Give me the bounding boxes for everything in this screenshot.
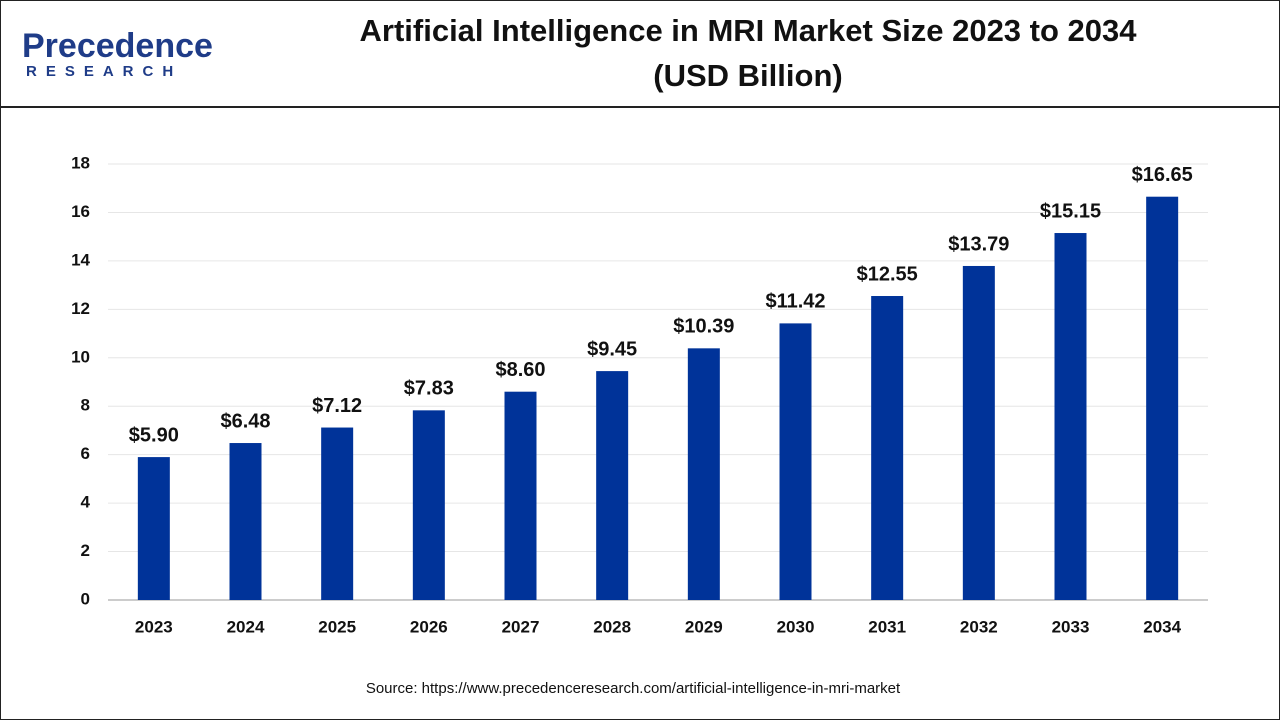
bar [596, 371, 629, 600]
x-tick-label: 2032 [960, 617, 998, 636]
x-tick-label: 2026 [410, 617, 448, 636]
bar [871, 296, 904, 600]
bar [779, 323, 812, 600]
logo-tagline: RESEARCH [26, 63, 182, 80]
bar [1146, 196, 1179, 600]
value-label: $6.48 [220, 410, 270, 432]
bar [504, 391, 537, 600]
value-label: $8.60 [495, 359, 545, 381]
x-tick-label: 2024 [227, 617, 265, 636]
x-tick-label: 2023 [135, 617, 173, 636]
chart-title: Artificial Intelligence in MRI Market Si… [360, 13, 1138, 48]
x-tick-label: 2030 [777, 617, 815, 636]
y-tick-label: 16 [71, 202, 90, 221]
value-label: $15.15 [1040, 200, 1101, 222]
y-tick-label: 4 [81, 493, 91, 512]
x-tick-label: 2031 [868, 617, 906, 636]
bar [412, 410, 445, 600]
y-tick-label: 8 [81, 396, 90, 415]
value-label: $5.90 [129, 424, 179, 446]
source: Source: https://www.precedenceresearch.c… [366, 680, 901, 697]
x-tick-label: 2029 [685, 617, 723, 636]
logo-name: Precedence [22, 27, 213, 65]
bar [321, 427, 354, 600]
value-label: $7.12 [312, 395, 362, 417]
value-label: $12.55 [857, 263, 918, 285]
x-tick-label: 2028 [593, 617, 631, 636]
x-tick-label: 2027 [502, 617, 540, 636]
value-label: $16.65 [1132, 164, 1193, 186]
y-tick-label: 10 [71, 347, 90, 366]
bar [229, 443, 262, 600]
value-label: $9.45 [587, 338, 637, 360]
value-label: $7.83 [404, 378, 454, 400]
value-label: $11.42 [765, 291, 825, 313]
chart-subtitle: (USD Billion) [653, 58, 842, 93]
y-tick-label: 18 [71, 153, 90, 172]
x-tick-label: 2025 [318, 617, 356, 636]
bar [687, 348, 720, 600]
value-label: $10.39 [673, 316, 734, 338]
x-tick-label: 2034 [1143, 617, 1181, 636]
y-tick-label: 14 [71, 250, 90, 269]
bar [137, 457, 170, 600]
y-tick-label: 6 [81, 444, 90, 463]
bar [962, 265, 995, 600]
y-tick-label: 2 [81, 541, 90, 560]
value-label: $13.79 [948, 233, 1009, 255]
x-tick-label: 2033 [1052, 617, 1090, 636]
y-tick-label: 0 [81, 589, 90, 608]
y-tick-label: 12 [71, 299, 90, 318]
bar [1054, 233, 1087, 601]
